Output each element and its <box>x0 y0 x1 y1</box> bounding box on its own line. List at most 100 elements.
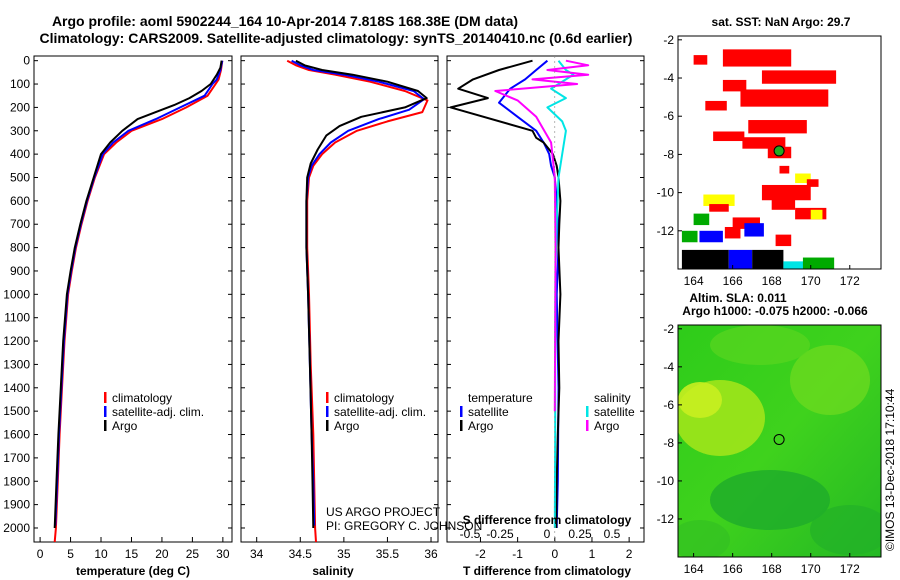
sst-cell <box>795 173 811 184</box>
difference-panel-frame <box>446 55 645 543</box>
legend-swatch-s-satellite <box>586 406 589 417</box>
legend-label-argo: Argo <box>112 419 138 433</box>
figure-title-line1: Argo profile: aoml 5902244_164 10-Apr-20… <box>52 13 518 29</box>
legend-label-argo: Argo <box>334 419 360 433</box>
salinity-legend: climatology satellite-adj. clim. Argo <box>326 391 426 433</box>
sst-cell <box>740 89 829 107</box>
sst-cell <box>761 70 837 84</box>
map-lon-label: 172 <box>840 274 860 288</box>
sst-cell <box>681 249 729 269</box>
series-line-argo <box>295 59 428 529</box>
sla-high-core <box>678 382 722 418</box>
pi-credit: PI: GREGORY C. JOHNSON <box>326 519 482 533</box>
depth-tick-label: 700 <box>10 217 30 231</box>
sst-cell <box>713 131 745 142</box>
legend-swatch-satellite <box>326 406 329 417</box>
depth-tick-label: 800 <box>10 241 30 255</box>
legend-label-t-argo: Argo <box>468 419 494 433</box>
depth-tick-label: 900 <box>10 264 30 278</box>
legend-swatch-climatology <box>326 392 329 403</box>
sst-cell <box>810 209 823 220</box>
sst-cell <box>703 194 735 206</box>
temperature-plot: 0 5 10 15 20 25 30 <box>34 60 232 561</box>
s-difference-tick-labels: -0.5 -0.25 0 0.25 0.5 <box>460 527 621 541</box>
difference-legend: temperature satellite Argo salinity sate… <box>460 391 635 433</box>
sst-map-axes: 164 166 168 170 172 -2 -4 -6 -8 -10 -12 <box>657 33 860 288</box>
x-tick-label: 2 <box>626 547 633 561</box>
x-tick-label: 34.5 <box>289 547 313 561</box>
legend-label-t-satellite: satellite <box>468 405 509 419</box>
legend-title-temperature: temperature <box>468 391 533 405</box>
sst-cell <box>693 55 708 65</box>
sla-mid-anomaly <box>790 345 870 415</box>
series-line-argo <box>53 60 223 529</box>
sst-cell <box>744 223 764 237</box>
depth-tick-label: 1500 <box>3 404 30 418</box>
sst-map-title: sat. SST: NaN Argo: 29.7 <box>712 15 851 29</box>
map-lat-label: -10 <box>657 186 675 200</box>
legend-swatch-s-argo <box>586 420 589 431</box>
map-lon-label: 166 <box>723 562 743 576</box>
legend-label-climatology: climatology <box>112 391 172 405</box>
legend-label-climatology: climatology <box>334 391 394 405</box>
temperature-legend: climatology satellite-adj. clim. Argo <box>104 391 204 433</box>
sst-cell <box>728 249 753 269</box>
series-line-s-argo <box>494 59 590 412</box>
difference-plot: -2 -1 0 1 2 <box>447 56 644 561</box>
legend-label-satellite: satellite-adj. clim. <box>334 405 426 419</box>
sla-upper-band <box>710 325 810 365</box>
sst-cell <box>795 207 827 220</box>
x-tick-label: -1 <box>512 547 523 561</box>
sst-cell <box>722 79 747 92</box>
sst-cell <box>722 49 792 67</box>
legend-swatch-argo <box>104 420 107 431</box>
x-tick-label: 0 <box>37 547 44 561</box>
s-diff-tick-label: 0 <box>544 527 551 541</box>
map-lat-label: -2 <box>663 33 674 47</box>
sst-map-cells <box>681 49 837 269</box>
sst-cell <box>779 165 790 174</box>
depth-tick-label: 100 <box>10 77 30 91</box>
depth-tick-label: 500 <box>10 171 30 185</box>
depth-tick-label: 1700 <box>3 451 30 465</box>
x-tick-label: 35 <box>337 547 351 561</box>
sst-cell <box>748 120 807 134</box>
x-tick-label: 5 <box>67 547 74 561</box>
x-tick-label: 30 <box>216 547 230 561</box>
project-credit: US ARGO PROJECT <box>326 505 441 519</box>
x-tick-label: -2 <box>475 547 486 561</box>
s-diff-tick-label: -0.25 <box>486 527 514 541</box>
sst-map-frame <box>677 35 882 270</box>
legend-swatch-t-satellite <box>460 406 463 417</box>
legend-label-satellite: satellite-adj. clim. <box>112 405 204 419</box>
x-tick-label: 25 <box>186 547 200 561</box>
sst-cell <box>806 179 819 187</box>
depth-tick-label: 2000 <box>3 521 30 535</box>
depth-tick-label: 0 <box>23 54 30 68</box>
x-tick-label: 10 <box>94 547 108 561</box>
salinity-xlabel: salinity <box>312 564 354 578</box>
map-lat-label: -10 <box>657 474 675 488</box>
series-line-satellite-adj-clim- <box>54 60 224 526</box>
sst-cell <box>709 204 729 212</box>
salinity-plot: 34 34.5 35 35.5 36 <box>241 59 438 561</box>
legend-title-salinity: salinity <box>594 391 631 405</box>
map-lon-label: 170 <box>801 274 821 288</box>
argo-position-marker <box>773 433 785 445</box>
figure-title-line2: Climatology: CARS2009. Satellite-adjuste… <box>40 30 633 46</box>
sla-map-subtitle: Argo h1000: -0.075 h2000: -0.066 <box>682 304 868 318</box>
s-difference-label: S difference from climatology <box>463 513 632 527</box>
x-tick-label: 0 <box>551 547 558 561</box>
sst-cell <box>802 257 835 269</box>
map-lat-label: -4 <box>663 360 674 374</box>
imos-credit: ©IMOS 13-Dec-2018 17:10:44 <box>883 388 897 551</box>
x-tick-label: 15 <box>125 547 139 561</box>
depth-tick-label: 1100 <box>4 311 30 325</box>
s-diff-tick-label: 0.5 <box>604 527 621 541</box>
sla-low-west <box>678 520 730 557</box>
depth-tick-label: 600 <box>10 194 30 208</box>
sst-cell <box>699 230 723 243</box>
map-lat-label: -6 <box>663 398 674 412</box>
map-lon-label: 168 <box>762 562 782 576</box>
